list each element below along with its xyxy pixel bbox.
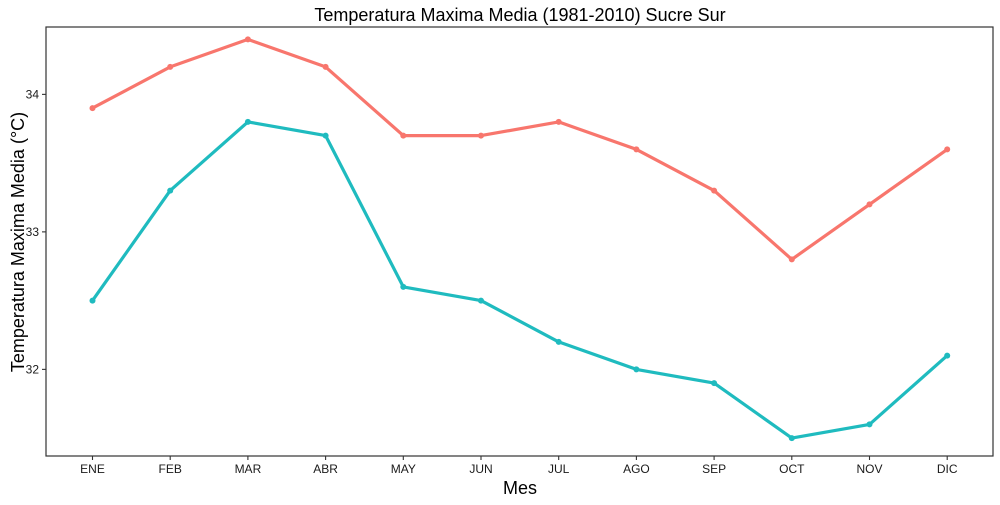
- x-tick-label: ABR: [313, 462, 338, 476]
- x-tick-label: OCT: [779, 462, 805, 476]
- series-1: [89, 36, 951, 263]
- data-point: [400, 132, 407, 139]
- data-point: [633, 366, 640, 373]
- data-point: [244, 118, 251, 125]
- data-point: [788, 256, 795, 263]
- series-layer: [89, 36, 951, 442]
- chart-title: Temperatura Maxima Media (1981-2010) Suc…: [314, 5, 725, 25]
- data-point: [711, 380, 718, 387]
- y-axis-title: Temperatura Maxima Media (°C): [8, 112, 28, 372]
- x-tick-label: ENE: [80, 462, 105, 476]
- series-line: [90, 37, 949, 261]
- data-point: [89, 105, 96, 112]
- data-point: [478, 297, 484, 304]
- x-tick-label: MAR: [235, 462, 262, 476]
- y-tick-label: 33: [26, 225, 40, 239]
- data-point: [400, 283, 407, 290]
- data-point: [944, 352, 951, 359]
- data-point: [478, 132, 484, 139]
- data-point: [866, 421, 873, 428]
- x-tick-label: DIC: [937, 462, 958, 476]
- x-tick-label: MAY: [391, 462, 416, 476]
- x-tick-label: JUN: [469, 462, 492, 476]
- y-axis: 32 33 34: [26, 87, 46, 376]
- x-tick-label: AGO: [623, 462, 650, 476]
- series-2: [89, 118, 951, 442]
- data-point: [555, 118, 562, 125]
- y-tick-label: 34: [26, 87, 40, 101]
- data-point: [322, 132, 329, 139]
- x-tick-label: FEB: [159, 462, 182, 476]
- x-tick-label: JUL: [548, 462, 570, 476]
- data-point: [788, 435, 795, 442]
- data-point: [555, 338, 562, 345]
- x-tick-label: NOV: [856, 462, 882, 476]
- x-axis-title: Mes: [503, 478, 537, 498]
- x-tick-label: SEP: [702, 462, 726, 476]
- data-point: [244, 36, 251, 43]
- plot-panel-border: [45, 26, 994, 457]
- y-tick-label: 32: [26, 362, 40, 376]
- data-point: [633, 146, 640, 153]
- data-point: [167, 63, 174, 70]
- data-point: [167, 187, 174, 194]
- data-point: [944, 146, 951, 153]
- x-axis: ENE FEB MAR ABR MAY JUN JUL AGO SEP OCT NOV DIC: [80, 456, 958, 476]
- data-point: [322, 63, 329, 70]
- data-point: [711, 187, 718, 194]
- series-line: [90, 120, 949, 440]
- data-point: [866, 201, 873, 208]
- data-point: [89, 297, 96, 304]
